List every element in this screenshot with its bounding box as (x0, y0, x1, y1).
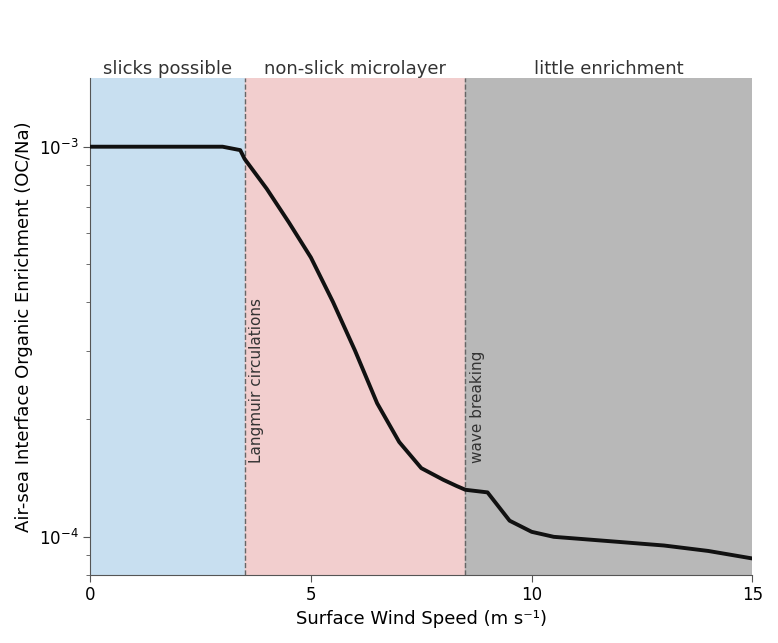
X-axis label: Surface Wind Speed (m s⁻¹): Surface Wind Speed (m s⁻¹) (296, 610, 547, 628)
Text: non-slick microlayer: non-slick microlayer (264, 60, 446, 78)
Y-axis label: Air-sea Interface Organic Enrichment (OC/Na): Air-sea Interface Organic Enrichment (OC… (15, 121, 33, 532)
Text: slicks possible: slicks possible (103, 60, 232, 78)
Text: Langmuir circulations: Langmuir circulations (249, 298, 264, 462)
Bar (465, 78, 752, 575)
Text: little enrichment: little enrichment (534, 60, 684, 78)
Bar (90, 78, 244, 575)
Bar (244, 78, 465, 575)
Text: wave breaking: wave breaking (470, 350, 485, 462)
